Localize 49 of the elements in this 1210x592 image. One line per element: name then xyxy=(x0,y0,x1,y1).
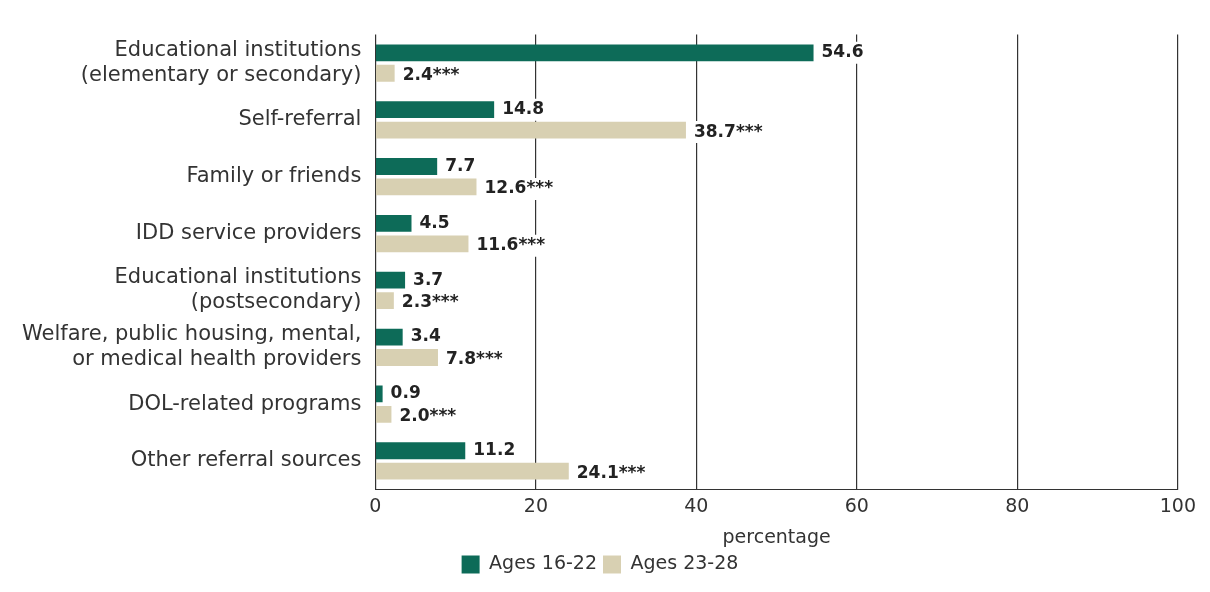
legend-label: Ages 16-22 xyxy=(489,551,598,574)
data-label: 11.2 xyxy=(473,439,516,460)
bar xyxy=(375,178,477,196)
y-tick-label: Family or friends xyxy=(186,163,362,188)
y-tick-label: Educational institutions (elementary or secondary) xyxy=(80,36,362,87)
y-tick-label: Educational institutions (postsecondary) xyxy=(114,264,362,314)
data-label: 54.6 xyxy=(821,41,864,62)
y-tick-label: DOL-related programs xyxy=(128,390,362,415)
data-label: 2.3*** xyxy=(401,291,459,312)
x-tick-label: 0 xyxy=(369,493,382,516)
bar xyxy=(375,405,392,423)
bar xyxy=(375,101,495,119)
bar xyxy=(375,328,403,346)
bar xyxy=(375,442,466,460)
data-label: 14.8 xyxy=(502,98,545,119)
bar xyxy=(375,349,438,366)
y-tick-label: Self-referral xyxy=(238,106,362,131)
data-label: 3.7 xyxy=(413,268,444,289)
data-label: 0.9 xyxy=(390,382,421,403)
bar xyxy=(375,158,438,175)
data-label: 7.7 xyxy=(445,154,476,175)
data-label: 7.8*** xyxy=(445,347,503,368)
bar xyxy=(375,292,394,310)
bar xyxy=(375,462,569,480)
data-label: 11.6*** xyxy=(476,234,546,255)
data-label: 24.1*** xyxy=(576,461,646,482)
y-tick-label: Other referral sources xyxy=(130,447,362,472)
bar xyxy=(375,235,469,253)
data-label: 4.5 xyxy=(419,211,450,232)
data-label: 2.0*** xyxy=(399,404,457,425)
y-tick-label: Welfare, public housing, mental, or medical health providers xyxy=(21,321,362,371)
bar xyxy=(375,44,814,62)
bar xyxy=(375,271,406,289)
x-axis-title: percentage xyxy=(722,524,831,547)
bar xyxy=(375,64,395,82)
bar xyxy=(375,121,686,139)
x-tick-label: 20 xyxy=(523,493,548,516)
bar xyxy=(375,385,383,403)
x-tick-label: 60 xyxy=(844,493,869,516)
x-tick-label: 40 xyxy=(684,493,709,516)
bar xyxy=(375,214,412,232)
data-label: 12.6*** xyxy=(484,177,554,198)
data-label: 2.4*** xyxy=(402,63,460,84)
legend-label: Ages 23-28 xyxy=(630,551,739,574)
x-tick-label: 100 xyxy=(1159,493,1196,516)
data-label: 38.7*** xyxy=(693,120,763,141)
x-tick-label: 80 xyxy=(1005,493,1030,516)
y-tick-label: IDD service providers xyxy=(135,220,362,245)
data-label: 3.4 xyxy=(410,325,441,346)
